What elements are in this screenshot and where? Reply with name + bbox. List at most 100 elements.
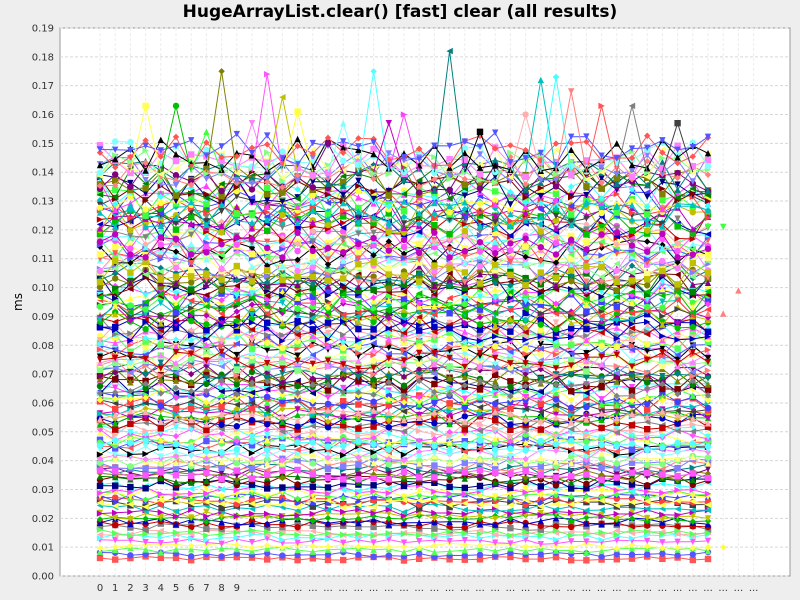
data-point xyxy=(461,395,468,402)
data-point xyxy=(248,326,256,333)
data-point xyxy=(476,228,484,235)
data-point xyxy=(568,404,575,411)
data-point xyxy=(385,228,392,236)
data-point xyxy=(476,271,484,278)
data-point xyxy=(507,258,514,266)
data-point xyxy=(294,352,301,359)
data-point xyxy=(324,535,332,543)
data-point xyxy=(568,356,575,364)
data-point xyxy=(294,240,301,247)
data-point xyxy=(233,405,240,412)
data-point xyxy=(628,502,636,509)
data-point xyxy=(157,425,164,432)
data-point xyxy=(492,271,499,279)
data-point xyxy=(507,514,514,522)
chart-title: HugeArrayList.clear() [fast] clear (all … xyxy=(182,2,618,22)
data-point xyxy=(340,486,347,493)
data-point xyxy=(476,551,484,558)
data-point xyxy=(628,325,636,332)
data-point xyxy=(112,556,119,563)
data-point xyxy=(172,521,180,528)
data-point xyxy=(188,266,195,274)
data-point xyxy=(157,491,164,498)
data-point xyxy=(431,221,438,229)
data-point xyxy=(552,536,560,543)
data-point xyxy=(218,222,225,230)
data-point xyxy=(507,540,514,547)
data-point xyxy=(507,378,514,385)
data-point xyxy=(492,244,499,252)
data-point xyxy=(400,277,408,285)
data-point xyxy=(324,484,332,491)
data-point xyxy=(203,513,210,520)
data-point xyxy=(552,547,560,554)
data-point xyxy=(188,557,195,564)
data-point xyxy=(340,213,347,220)
data-point xyxy=(127,420,134,428)
data-point xyxy=(370,351,377,359)
data-point xyxy=(674,511,681,519)
data-point xyxy=(689,373,696,380)
data-point xyxy=(264,347,271,354)
data-point xyxy=(507,348,514,356)
data-point xyxy=(537,499,544,506)
data-point xyxy=(172,280,180,287)
data-point xyxy=(689,403,696,411)
data-point xyxy=(264,542,271,549)
data-point xyxy=(613,330,620,338)
data-point xyxy=(294,382,301,390)
data-point xyxy=(507,324,514,332)
data-point xyxy=(157,268,164,275)
data-point xyxy=(704,296,712,303)
data-point xyxy=(492,378,499,385)
data-point xyxy=(385,503,392,510)
data-point xyxy=(112,302,119,309)
data-point xyxy=(355,510,362,518)
data-point xyxy=(157,513,164,521)
data-point xyxy=(264,353,271,361)
data-point xyxy=(522,350,529,358)
data-point xyxy=(294,481,301,488)
data-point xyxy=(492,521,499,528)
data-point xyxy=(704,301,712,308)
data-point xyxy=(385,276,392,283)
data-point xyxy=(628,329,636,336)
data-point xyxy=(233,340,240,347)
data-point xyxy=(233,372,240,379)
data-point xyxy=(416,263,423,270)
data-point xyxy=(172,248,180,255)
data-point xyxy=(127,379,134,386)
data-point xyxy=(96,337,104,344)
data-point xyxy=(112,285,119,293)
data-point xyxy=(96,459,104,466)
data-point xyxy=(96,216,104,223)
data-point xyxy=(568,396,575,404)
data-point xyxy=(461,484,468,492)
data-point xyxy=(583,259,590,267)
data-point xyxy=(294,305,301,312)
data-point xyxy=(96,225,104,232)
data-point xyxy=(400,451,408,459)
data-point xyxy=(598,506,605,514)
data-point xyxy=(552,345,560,353)
data-point xyxy=(248,505,256,513)
data-point xyxy=(340,402,347,410)
data-point xyxy=(476,248,484,255)
data-point xyxy=(674,427,681,435)
data-point xyxy=(370,488,377,495)
data-point xyxy=(659,397,666,404)
data-point xyxy=(492,364,499,371)
data-point xyxy=(537,413,544,420)
data-point xyxy=(400,457,408,464)
data-point xyxy=(416,371,423,379)
data-point xyxy=(324,261,332,268)
data-point xyxy=(248,263,256,271)
data-point xyxy=(689,235,696,243)
data-point xyxy=(96,382,104,390)
data-point xyxy=(385,297,392,304)
data-point xyxy=(446,236,453,243)
data-point xyxy=(355,454,362,461)
data-point xyxy=(370,241,377,249)
data-point xyxy=(689,319,696,327)
data-point xyxy=(522,459,529,467)
